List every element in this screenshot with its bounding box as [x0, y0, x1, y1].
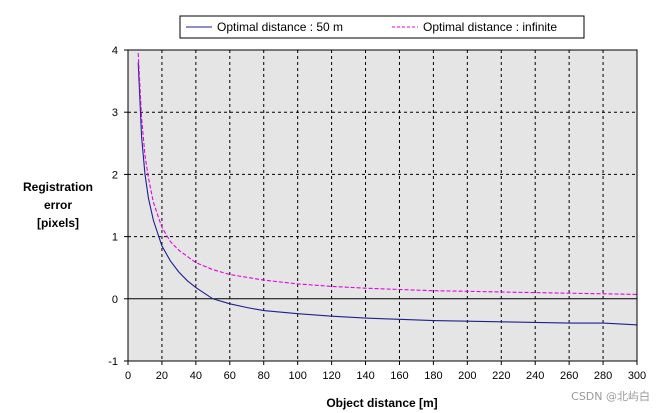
y-axis-title-line-1: Registration [23, 180, 93, 194]
x-tick-label-10: 200 [458, 370, 476, 382]
x-tick-label-14: 280 [594, 370, 612, 382]
x-tick-label-3: 60 [224, 370, 236, 382]
y-axis-title-line-3: [pixels] [37, 216, 79, 230]
plot-background [128, 50, 637, 361]
y-tick-label-3: 1 [112, 232, 118, 244]
x-tick-labels: 0 20 40 60 80 100 120 140 160 180 200 220 240 260 280 3… [125, 370, 646, 382]
legend-label-series-2: Optimal distance : infinite [423, 20, 557, 34]
plot-frame-group [124, 49, 638, 365]
x-tick-label-12: 240 [526, 370, 544, 382]
y-tick-label-4: 0 [112, 294, 118, 306]
x-tick-label-7: 140 [356, 370, 374, 382]
x-tick-label-6: 120 [322, 370, 340, 382]
legend: Optimal distance : 50 m Optimal distance… [179, 15, 585, 39]
grid-lines [128, 50, 637, 361]
series-line-2 [137, 53, 637, 295]
series-line-1 [137, 62, 637, 326]
y-axis-title-line-2: error [44, 198, 72, 212]
x-tick-label-8: 160 [390, 370, 408, 382]
x-tick-label-4: 80 [258, 370, 270, 382]
watermark-text: CSDN @北屿白 [571, 389, 650, 403]
x-tick-label-0: 0 [125, 370, 131, 382]
y-tick-label-2: 2 [112, 169, 118, 181]
x-tick-label-9: 180 [424, 370, 442, 382]
legend-label-series-1: Optimal distance : 50 m [217, 20, 343, 34]
legend-box [179, 15, 585, 39]
y-tick-label-1: 3 [112, 107, 118, 119]
x-tick-label-1: 20 [156, 370, 168, 382]
x-tick-label-11: 220 [492, 370, 510, 382]
plot-area [128, 50, 637, 361]
plot-frame [127, 49, 638, 362]
x-tick-label-2: 40 [190, 370, 202, 382]
x-tick-label-15: 300 [628, 370, 646, 382]
x-axis-title: Object distance [m] [326, 396, 437, 410]
y-tick-labels: 4 3 2 1 0 -1 [108, 45, 118, 368]
x-tick-label-13: 260 [560, 370, 578, 382]
x-tick-label-5: 100 [288, 370, 306, 382]
y-tick-label-5: -1 [108, 356, 118, 368]
y-tick-label-0: 4 [112, 45, 118, 57]
series-group [137, 53, 637, 326]
